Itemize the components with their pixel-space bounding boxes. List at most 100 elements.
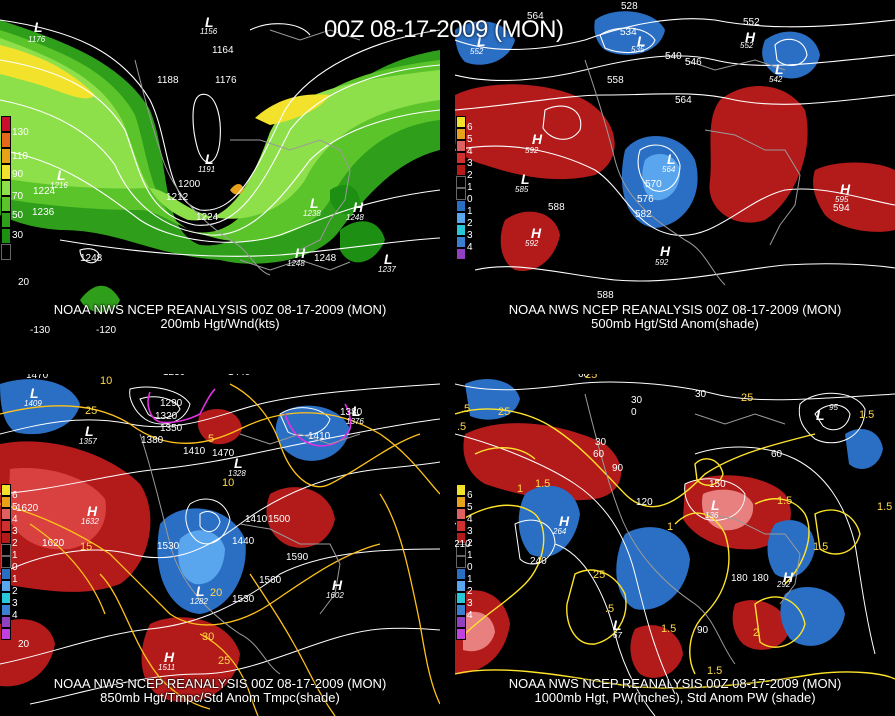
legend-swatch: [1, 496, 11, 508]
legend-label: 3: [467, 598, 473, 609]
panel-850mb-map: [0, 379, 440, 716]
center-symbol: H: [164, 649, 175, 665]
contour-label: 1320: [155, 411, 178, 422]
anomaly-neg-ne: [762, 31, 820, 79]
anomaly-pos-ne: [813, 162, 895, 232]
temp-label: 15: [80, 541, 93, 553]
legend-label: 4: [467, 242, 473, 253]
center-symbol: L: [352, 403, 361, 419]
center-symbol: L: [816, 407, 825, 423]
temp-label: 10: [222, 477, 235, 489]
center-value: 264: [553, 527, 567, 536]
center-value: 1191: [198, 165, 216, 174]
center-symbol: L: [711, 497, 720, 513]
legend-label: 2: [467, 586, 473, 597]
legend-swatch: [1, 556, 11, 568]
pw-label: 2: [753, 627, 760, 639]
legend-swatch: [456, 484, 466, 496]
contour-label: 120: [636, 497, 653, 508]
pw-label: .5: [605, 603, 615, 615]
legend-swatch: [456, 532, 466, 544]
pw-label: 1: [667, 521, 674, 533]
legend-swatch: [456, 544, 466, 556]
legend-swatch: [456, 248, 466, 260]
legend-label: 1: [12, 550, 18, 561]
legend-swatch: [1, 148, 11, 164]
center-value: 1409: [24, 399, 42, 408]
height-contours: [455, 381, 895, 716]
contour-label: 1236: [32, 207, 55, 218]
anomaly-neg-core: [178, 530, 225, 585]
contour-label: 582: [635, 209, 652, 220]
anomaly-legend: [1, 484, 12, 640]
contour-label: 30: [595, 437, 607, 448]
center-symbol: H: [332, 577, 343, 593]
center-symbol: L: [234, 455, 243, 471]
contour-label: 150: [709, 479, 726, 490]
lat-label: 20: [18, 277, 30, 288]
legend-label: 0: [467, 562, 473, 573]
contour-label: 240: [530, 556, 547, 567]
center-symbol: L: [775, 61, 784, 77]
temp-label: 10: [100, 375, 113, 387]
legend-label: 3: [467, 158, 473, 169]
legend-label: 6: [12, 490, 18, 501]
anomaly-neg-se: [780, 586, 845, 646]
contour-label: 30: [695, 389, 707, 400]
pw-contours: [455, 408, 895, 689]
contour-label: 1188: [157, 75, 179, 86]
pw-label: .5: [461, 403, 471, 415]
legend-swatch: [456, 568, 466, 580]
lon-label: -120: [96, 325, 117, 336]
wind-shade-sw: [80, 285, 120, 313]
legend-swatch: [456, 188, 466, 200]
center-value: 592: [525, 239, 539, 248]
contour-label: 564: [527, 11, 544, 22]
legend-swatch: [1, 568, 11, 580]
legend-label: 3: [467, 230, 473, 241]
contour-label: 1500: [268, 514, 291, 525]
legend-swatch: [456, 556, 466, 568]
contour-label: 1470: [212, 448, 235, 459]
panel-caption-source: NOAA NWS NCEP REANALYSIS 00Z 08-17-2009 …: [53, 302, 387, 317]
pw-label: 1.5: [535, 478, 551, 490]
legend-swatch: [456, 128, 466, 140]
legend-swatch: [456, 496, 466, 508]
anomaly-neg-w: [518, 485, 580, 558]
legend-label: 70: [12, 191, 24, 202]
contour-label: 570: [645, 179, 662, 190]
anomaly-pos-sw: [0, 619, 55, 687]
legend-label: 4: [12, 610, 18, 621]
temp-label: 25: [85, 405, 98, 417]
panel-1000mb-map: [455, 379, 895, 716]
center-value: 1156: [200, 27, 218, 36]
panel-caption-field: 500mb Hgt/Std Anom(shade): [591, 316, 759, 331]
panel-caption-source: NOAA NWS NCEP REANALYSIS 00Z 08-17-2009 …: [53, 676, 387, 691]
contour-label: 1410: [245, 514, 268, 525]
center-symbol: H: [353, 199, 364, 215]
temp-label: 25: [218, 655, 231, 667]
center-symbol: L: [613, 617, 622, 633]
panel-1000mb-pw: 6 5 4 3 2 1 0 1 2 3 4 60 30 0 30 60 90 1…: [455, 374, 895, 716]
panel-200mb: 130 110 90 70 50 30 1164 1188 1176 1200 …: [0, 0, 440, 342]
legend-swatch: [1, 580, 11, 592]
anomaly-neg-north: [594, 11, 665, 55]
legend-label: 2: [467, 170, 473, 181]
contour-label: 90: [697, 625, 709, 636]
anomaly-pos-west: [463, 423, 622, 501]
center-value: 1328: [228, 469, 246, 478]
pw-label: 1.5: [813, 541, 829, 553]
center-value: 95: [829, 403, 838, 412]
legend-swatch: [456, 140, 466, 152]
legend-label: 4: [467, 610, 473, 621]
center-value: 1248: [346, 213, 364, 222]
panel-caption-source: NOAA NWS NCEP REANALYSIS 00Z 08-17-2009 …: [508, 676, 842, 691]
contour-label: 180: [752, 573, 769, 584]
anomaly-pos-sw-core: [463, 611, 495, 652]
center-symbol: L: [196, 583, 205, 599]
legend-swatch: [456, 236, 466, 248]
panel-caption-field: 1000mb Hgt, PW(inches), Std Anom PW (sha…: [534, 690, 816, 705]
contour-label: 1620: [42, 538, 65, 549]
contour-label: 1380: [340, 407, 363, 418]
wind-shade-mid: [0, 30, 440, 242]
